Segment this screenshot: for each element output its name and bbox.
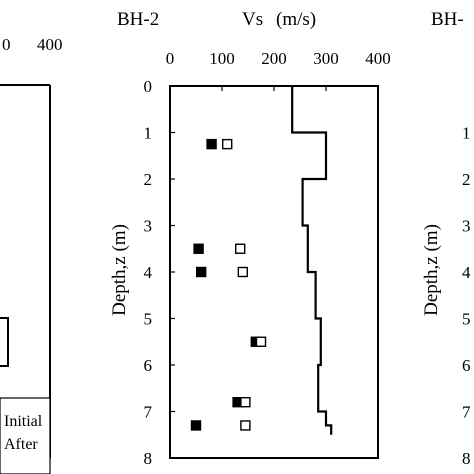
right-y-tick-5: 5 bbox=[462, 310, 471, 329]
after-marker-3 bbox=[255, 336, 267, 347]
axis-tick-marks bbox=[169, 85, 379, 459]
left-panel: 0 400 Initial After bbox=[0, 35, 63, 474]
after-marker-4 bbox=[240, 397, 251, 408]
initial-marker-2 bbox=[195, 266, 207, 278]
right-y-tick-7: 7 bbox=[462, 403, 471, 422]
y-tick-label-1: 1 bbox=[144, 124, 153, 143]
right-y-tick-6: 6 bbox=[462, 356, 471, 375]
after-marker-5 bbox=[240, 420, 251, 431]
center-vs-label: Vs bbox=[242, 9, 263, 30]
x-tick-label-300: 300 bbox=[313, 49, 339, 68]
y-tick-label-5: 5 bbox=[144, 310, 153, 329]
center-panel: BH-2 Vs (m/s) 0 100 200 300 400 0 1 2 3 4 5 6 7 8 De… bbox=[109, 9, 391, 468]
x-tick-label-0: 0 bbox=[166, 49, 175, 68]
center-borehole-title: BH-2 bbox=[117, 9, 159, 30]
y-tick-labels: 0 1 2 3 4 5 6 7 8 bbox=[144, 77, 153, 468]
right-y-tick-8: 8 bbox=[462, 449, 471, 468]
left-vs-profile-line bbox=[0, 317, 9, 367]
center-y-axis-label: Depth,z (m) bbox=[109, 224, 130, 316]
y-tick-label-3: 3 bbox=[144, 217, 153, 236]
y-tick-label-2: 2 bbox=[144, 170, 153, 189]
y-tick-label-8: 8 bbox=[144, 449, 153, 468]
y-tick-label-4: 4 bbox=[144, 263, 153, 282]
x-tick-label-100: 100 bbox=[209, 49, 235, 68]
right-y-tick-1: 1 bbox=[462, 124, 471, 143]
left-legend-box bbox=[0, 397, 51, 474]
center-vs-unit: (m/s) bbox=[276, 9, 316, 30]
after-marker-1 bbox=[234, 243, 246, 254]
left-x-tick-0: 0 bbox=[2, 35, 11, 54]
after-marker-0 bbox=[221, 138, 233, 150]
right-y-axis-label: Depth,z (m) bbox=[421, 224, 442, 316]
x-tick-labels: 0 100 200 300 400 bbox=[166, 49, 391, 68]
right-y-tick-3: 3 bbox=[462, 217, 471, 236]
initial-marker-0 bbox=[206, 138, 217, 150]
initial-marker-5 bbox=[190, 420, 202, 431]
y-tick-label-7: 7 bbox=[144, 403, 153, 422]
x-tick-label-400: 400 bbox=[365, 49, 391, 68]
after-marker-2 bbox=[237, 266, 249, 278]
right-y-tick-labels: 1 2 3 4 5 6 7 8 bbox=[462, 124, 471, 469]
right-borehole-title: BH- bbox=[431, 9, 464, 30]
vs-profile-line bbox=[291, 86, 333, 435]
initial-marker-1 bbox=[193, 243, 204, 254]
legend-entry-initial: Initial bbox=[4, 413, 43, 430]
legend-entry-after: After bbox=[4, 436, 38, 453]
x-tick-label-200: 200 bbox=[261, 49, 287, 68]
right-y-tick-2: 2 bbox=[462, 170, 471, 189]
left-x-tick-400: 400 bbox=[37, 35, 63, 54]
right-panel: BH- Depth,z (m) 1 2 3 4 5 6 7 8 bbox=[421, 9, 471, 468]
right-y-tick-4: 4 bbox=[462, 263, 471, 282]
y-tick-label-6: 6 bbox=[144, 356, 153, 375]
scatter-markers bbox=[190, 138, 267, 431]
y-tick-label-0: 0 bbox=[144, 77, 153, 96]
